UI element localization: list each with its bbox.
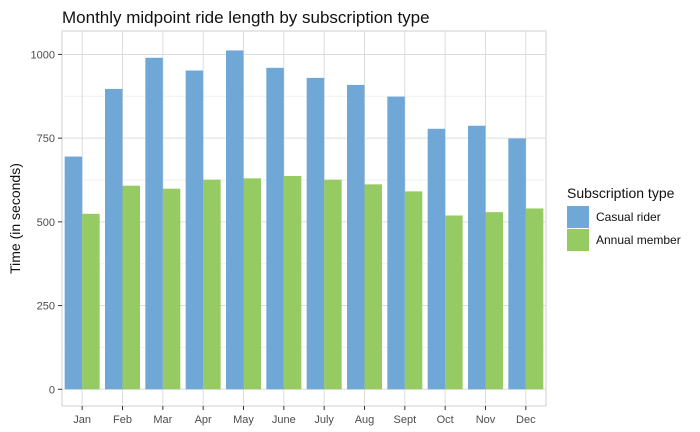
y-tick-label: 500 — [37, 217, 55, 229]
bar-member-feb — [122, 185, 140, 390]
x-tick-label: Nov — [476, 414, 496, 426]
bar-casual-oct — [427, 128, 446, 390]
y-tick-label: 0 — [49, 384, 55, 396]
legend-title: Subscription type — [567, 185, 675, 201]
bar-casual-feb — [105, 88, 123, 390]
y-tick-label: 750 — [37, 133, 55, 145]
x-tick-label: Dec — [516, 414, 536, 426]
y-axis-title: Time (in seconds) — [7, 163, 23, 274]
bar-casual-june — [266, 67, 284, 390]
legend-label-member: Annual member — [596, 233, 681, 247]
chart-title: Monthly midpoint ride length by subscrip… — [62, 8, 430, 27]
x-tick-label: Jan — [73, 414, 91, 426]
bar-member-nov — [485, 212, 503, 390]
bar-casual-apr — [185, 70, 204, 390]
x-tick-label: Aug — [355, 414, 375, 426]
legend-swatch-casual — [567, 206, 589, 228]
y-tick-label: 1000 — [31, 49, 55, 61]
bar-casual-sept — [387, 96, 405, 390]
bar-casual-mar — [145, 57, 163, 390]
bar-member-sept — [404, 191, 423, 390]
bar-casual-july — [306, 77, 325, 390]
bar-member-apr — [203, 179, 221, 390]
bar-member-oct — [445, 215, 463, 390]
bar-member-june — [283, 175, 302, 390]
bars — [64, 50, 544, 390]
y-axis: 0 250 500 750 1000 — [31, 49, 62, 396]
bar-casual-may — [226, 50, 244, 390]
bar-member-jan — [82, 213, 100, 390]
bar-member-aug — [364, 184, 382, 390]
bar-casual-dec — [508, 138, 526, 390]
bar-member-mar — [162, 188, 181, 390]
bar-casual-nov — [468, 125, 486, 390]
x-tick-label: June — [272, 414, 296, 426]
bar-casual-aug — [347, 84, 365, 390]
x-tick-label: Sept — [394, 414, 417, 426]
x-axis: Jan Feb Mar Apr May June July Aug Sept Oct Nov Dec — [73, 406, 536, 426]
legend: Subscription type Casual rider Annual mem… — [567, 185, 681, 251]
x-tick-label: Feb — [113, 414, 132, 426]
bar-member-july — [324, 179, 342, 390]
legend-label-casual: Casual rider — [596, 210, 661, 224]
bar-member-may — [243, 178, 261, 390]
x-tick-label: May — [233, 414, 254, 426]
bar-casual-jan — [64, 156, 83, 390]
x-tick-label: Mar — [153, 414, 172, 426]
x-tick-label: Apr — [195, 414, 212, 426]
plot-panel — [61, 30, 547, 407]
x-tick-label: July — [314, 414, 334, 426]
x-tick-label: Oct — [437, 414, 454, 426]
bar-member-dec — [525, 208, 544, 390]
legend-swatch-member — [567, 229, 589, 251]
y-tick-label: 250 — [37, 301, 55, 313]
